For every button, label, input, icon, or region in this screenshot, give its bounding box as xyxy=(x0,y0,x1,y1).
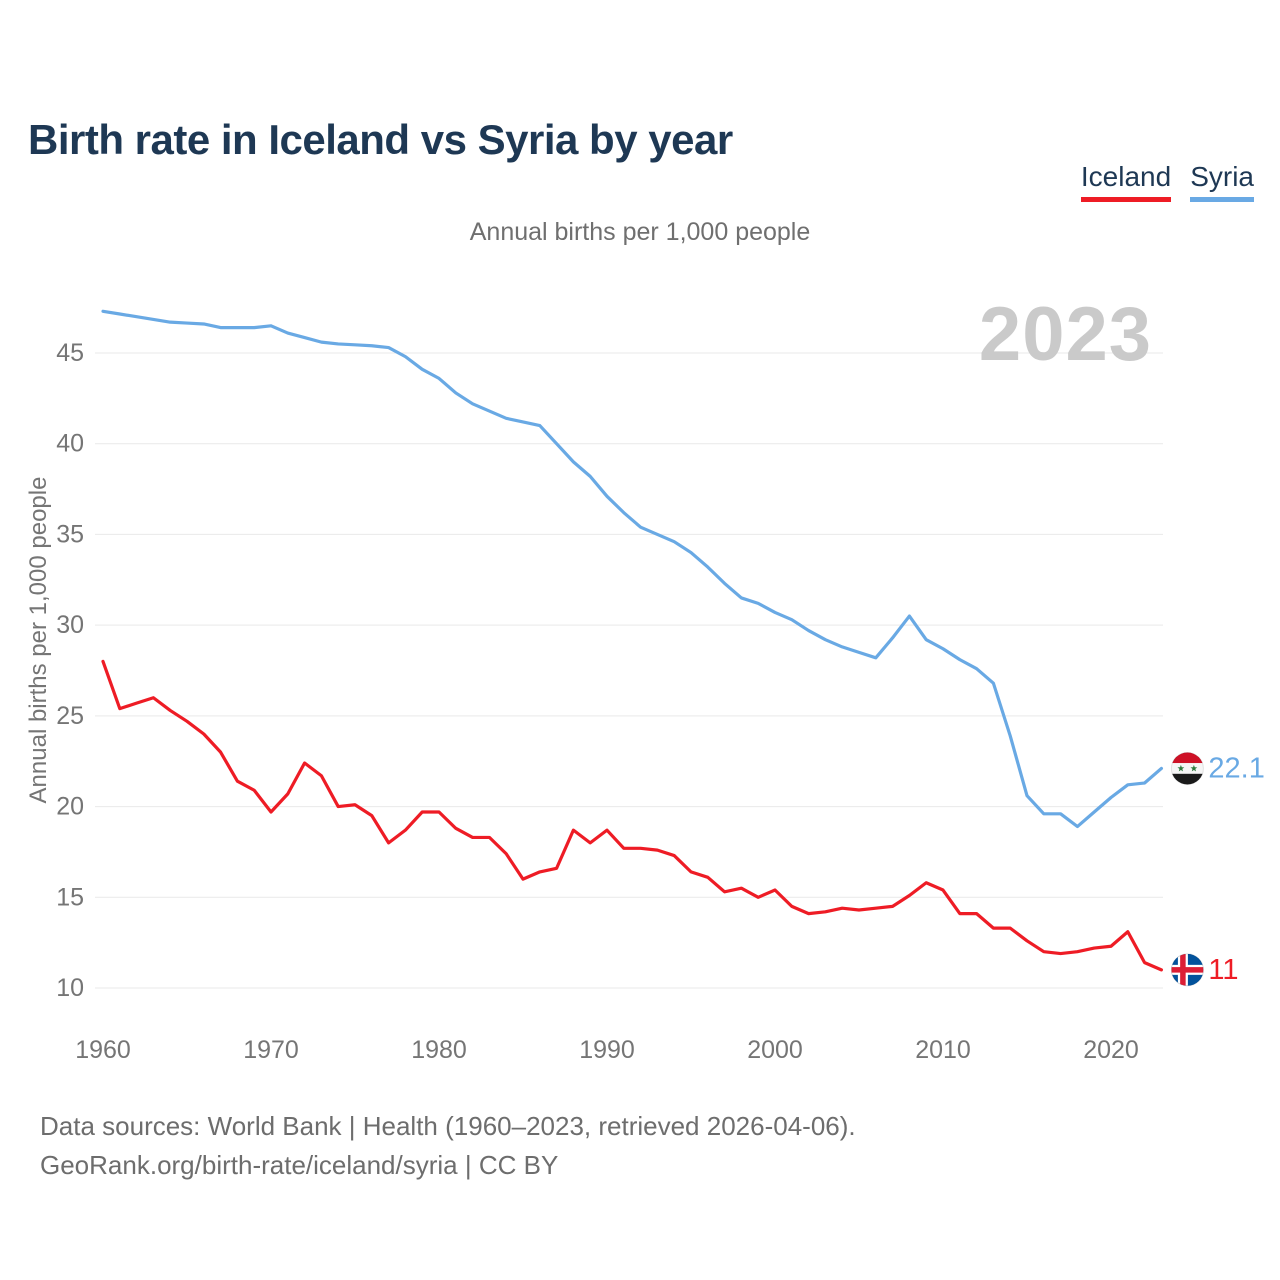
x-axis-tick-labels: 1960 1970 1980 1990 2000 2010 2020 xyxy=(75,1036,1139,1064)
legend-item-iceland[interactable]: Iceland xyxy=(1080,161,1172,202)
iceland-flag-icon xyxy=(1170,953,1204,987)
legend-label-iceland: Iceland xyxy=(1080,161,1172,192)
gridlines xyxy=(95,352,1163,989)
x-tick-label: 2010 xyxy=(915,1036,971,1064)
y-tick-label: 15 xyxy=(56,883,84,911)
x-tick-label: 2020 xyxy=(1083,1036,1139,1064)
legend: Iceland Syria xyxy=(1080,161,1254,202)
iceland-end-value-label: 11 xyxy=(1208,954,1238,986)
y-axis-title: Annual births per 1,000 people xyxy=(25,477,52,804)
legend-label-syria: Syria xyxy=(1190,161,1254,192)
series-line-syria[interactable] xyxy=(101,309,1164,829)
series-line-iceland[interactable] xyxy=(101,659,1164,972)
legend-item-syria[interactable]: Syria xyxy=(1190,161,1254,202)
y-tick-label: 35 xyxy=(56,520,84,548)
y-tick-label: 30 xyxy=(56,611,84,639)
y-tick-label: 20 xyxy=(56,793,84,821)
syria-flag-icon xyxy=(1170,751,1204,785)
x-tick-label: 2000 xyxy=(747,1036,803,1064)
y-tick-label: 40 xyxy=(56,430,84,458)
x-tick-label: 1980 xyxy=(411,1036,467,1064)
series-lines xyxy=(101,309,1164,972)
footer: Data sources: World Bank | Health (1960–… xyxy=(40,1107,856,1185)
y-axis-tick-labels: 45 40 35 30 25 20 15 10 xyxy=(56,339,84,1002)
x-tick-label: 1960 xyxy=(75,1036,131,1064)
watermark-year: 2023 xyxy=(979,292,1152,377)
syria-end-value-label: 22.1 xyxy=(1208,752,1264,784)
y-tick-label: 25 xyxy=(56,702,84,730)
page-title: Birth rate in Iceland vs Syria by year xyxy=(28,116,733,164)
chart-subtitle: Annual births per 1,000 people xyxy=(469,218,811,246)
x-tick-label: 1990 xyxy=(579,1036,635,1064)
y-tick-label: 10 xyxy=(56,974,84,1002)
footer-attribution: GeoRank.org/birth-rate/iceland/syria | C… xyxy=(40,1150,559,1180)
y-tick-label: 45 xyxy=(56,339,84,367)
x-tick-label: 1970 xyxy=(243,1036,299,1064)
footer-data-sources: Data sources: World Bank | Health (1960–… xyxy=(40,1111,856,1141)
